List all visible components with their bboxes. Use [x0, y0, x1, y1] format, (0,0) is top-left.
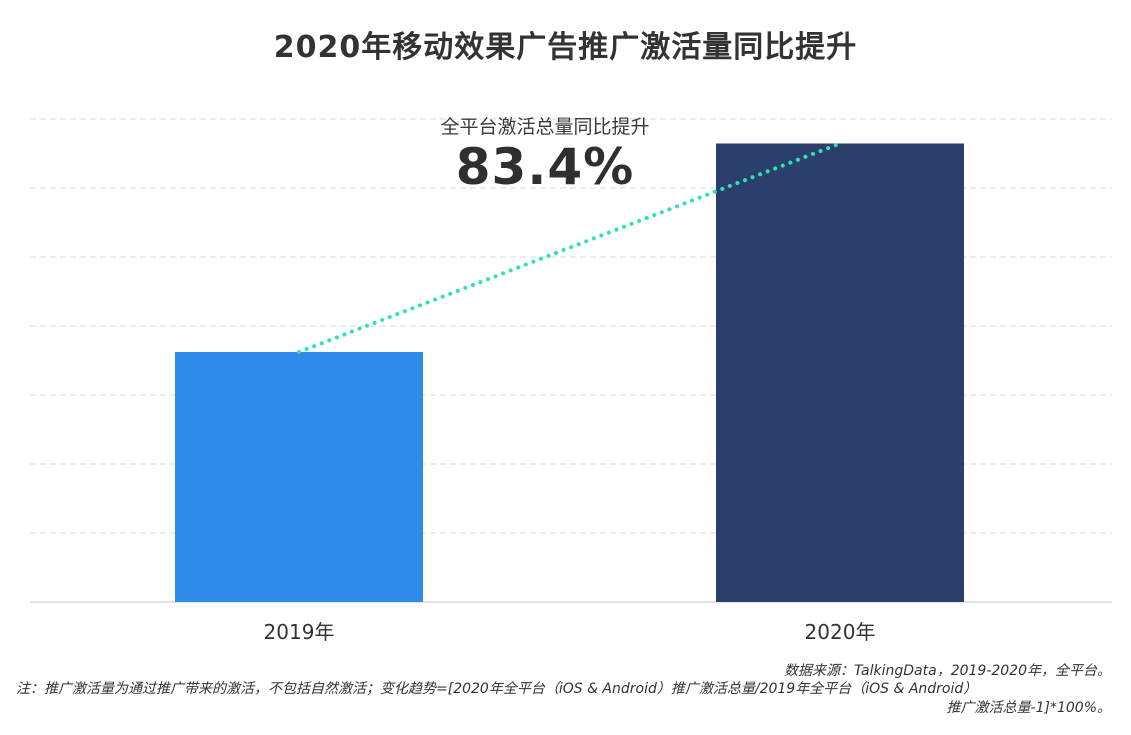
trend-line-group	[297, 141, 842, 354]
bar-0	[175, 352, 423, 602]
x-tick-label-0: 2019年	[264, 620, 335, 644]
chart-title: 2020年移动效果广告推广激活量同比提升	[273, 30, 858, 65]
footnote-line-2: 推广激活总量-1]*100%。	[946, 700, 1111, 716]
footnote-line-1: 注：推广激活量为通过推广带来的激活，不包括自然激活；变化趋势=[2020年全平台…	[16, 681, 978, 697]
bar-1	[716, 143, 964, 602]
x-tick-labels: 2019年 2020年	[264, 620, 876, 644]
source-note: 数据来源：TalkingData，2019-2020年，全平台。	[783, 663, 1111, 679]
bars	[175, 143, 964, 602]
trend-line	[297, 141, 842, 354]
x-tick-label-1: 2020年	[805, 620, 876, 644]
footnote: 注：推广激活量为通过推广带来的激活，不包括自然激活；变化趋势=[2020年全平台…	[16, 680, 1111, 718]
callout-label: 全平台激活总量同比提升	[440, 116, 650, 138]
callout-value: 83.4%	[455, 138, 635, 196]
